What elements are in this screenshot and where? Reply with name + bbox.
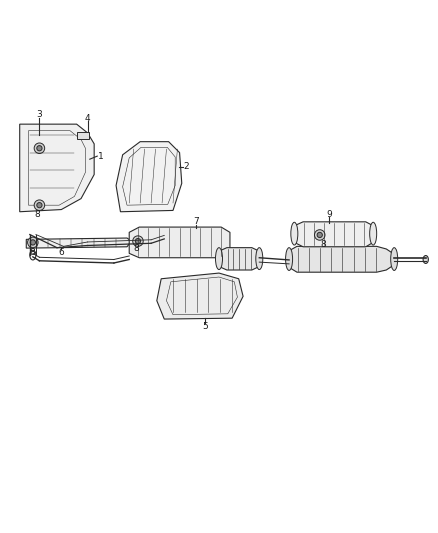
Circle shape [133,236,143,246]
Circle shape [135,238,141,244]
Ellipse shape [291,222,298,245]
Text: 8: 8 [34,211,40,219]
Ellipse shape [215,248,223,270]
Polygon shape [26,238,131,248]
Circle shape [37,146,42,151]
Ellipse shape [256,248,263,270]
Circle shape [34,143,45,154]
Text: 3: 3 [36,110,42,118]
Ellipse shape [370,222,377,245]
Circle shape [317,232,322,238]
Circle shape [30,240,35,245]
Circle shape [37,203,42,208]
Polygon shape [129,227,230,258]
FancyBboxPatch shape [77,132,89,140]
Text: 5: 5 [202,322,208,332]
Ellipse shape [286,248,293,270]
Text: 6: 6 [58,247,64,256]
Text: 8: 8 [134,245,140,254]
Polygon shape [289,246,394,272]
Circle shape [34,200,45,211]
Circle shape [28,237,38,248]
Text: 1: 1 [98,151,104,160]
Ellipse shape [391,248,398,270]
Text: 8: 8 [320,240,326,249]
Text: 8: 8 [29,247,35,256]
Text: 7: 7 [193,217,199,227]
Text: 9: 9 [326,211,332,219]
Polygon shape [157,273,243,319]
Polygon shape [294,222,373,247]
Polygon shape [116,142,182,212]
Text: 4: 4 [85,114,90,123]
Polygon shape [20,124,94,212]
Polygon shape [219,248,259,270]
Circle shape [314,230,325,240]
Text: 2: 2 [184,162,189,171]
Ellipse shape [423,255,428,263]
